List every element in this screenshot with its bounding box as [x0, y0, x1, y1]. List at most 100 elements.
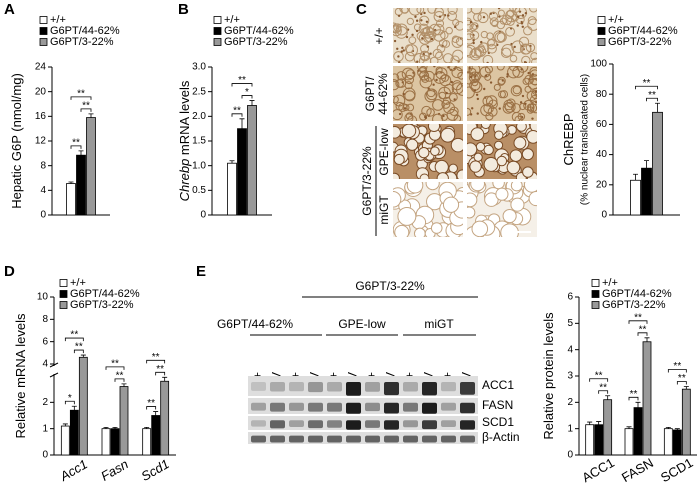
significance-label: ** — [630, 389, 638, 400]
cell — [473, 12, 482, 22]
y-axis-label-text: Relative mRNA levels — [13, 313, 28, 438]
row-label: miGT — [377, 195, 391, 225]
error-bar — [103, 426, 109, 429]
nucleus — [520, 68, 523, 71]
x-tick-label: FASN — [619, 455, 656, 485]
cell — [484, 192, 499, 207]
y-tick-label: 2 — [42, 397, 48, 408]
nucleus — [397, 14, 401, 17]
significance-bracket — [64, 400, 75, 405]
cell — [480, 30, 489, 39]
cell — [456, 169, 463, 179]
blot-strip — [248, 398, 478, 414]
nucleus — [432, 83, 435, 86]
nucleus — [402, 49, 405, 52]
cell — [441, 74, 449, 82]
bar — [641, 167, 652, 216]
nucleus — [438, 15, 442, 18]
nucleus — [435, 78, 438, 82]
nucleus — [416, 60, 419, 63]
cell — [484, 66, 494, 74]
nucleus — [445, 91, 448, 95]
blot-band — [422, 420, 437, 430]
legend-label: G6PT/44-62% — [608, 25, 678, 37]
error-bar — [683, 386, 689, 390]
nucleus — [513, 45, 516, 49]
cell — [521, 55, 531, 63]
cell — [485, 95, 498, 107]
significance-bracket — [628, 396, 639, 401]
blot-band — [346, 382, 361, 396]
cell — [419, 75, 433, 89]
nucleus — [403, 107, 407, 110]
cell — [467, 142, 478, 157]
cell — [471, 22, 479, 30]
group-label: G6PT/44-62% — [217, 317, 293, 331]
cell — [393, 109, 403, 121]
legend-swatch — [597, 38, 606, 46]
legend-swatch — [591, 290, 600, 298]
legend-label: G6PT/3-22% — [50, 36, 114, 48]
nucleus — [498, 107, 501, 110]
error-bar — [674, 428, 680, 430]
nucleus — [486, 61, 489, 63]
cell — [428, 23, 441, 36]
micrograph — [393, 182, 463, 237]
y-tick-label: 16 — [35, 111, 47, 122]
y-tick-label: 4 — [567, 344, 573, 355]
blot-band — [365, 435, 380, 443]
blot-band — [327, 435, 342, 443]
y-tick-label: 1 — [567, 423, 573, 434]
y-tick-label: 0 — [200, 210, 206, 221]
error-bar — [644, 160, 649, 169]
cell — [529, 74, 537, 86]
blot-band — [441, 402, 456, 411]
cell — [467, 33, 475, 45]
error-bar — [88, 113, 94, 118]
cell — [405, 69, 416, 80]
significance-bracket — [637, 332, 648, 336]
significance-label: ** — [116, 371, 124, 382]
cell — [405, 44, 418, 57]
cell — [467, 206, 476, 219]
bar — [652, 111, 663, 216]
blot-band — [251, 420, 266, 427]
nucleus — [401, 46, 404, 50]
cell — [397, 206, 417, 226]
bar — [247, 105, 257, 216]
x-tick-label: Scd1 — [139, 456, 172, 484]
cell — [525, 42, 536, 53]
nucleus — [426, 45, 430, 48]
legend-label: G6PT/44-62% — [224, 25, 294, 37]
bar — [60, 425, 70, 456]
y-axis-label: Chrebp mRNA levels — [177, 80, 192, 201]
legend-label: G6PT/3-22% — [602, 299, 666, 311]
bar — [237, 128, 247, 216]
y-tick-label: 0 — [42, 450, 48, 461]
error-bar — [626, 426, 632, 429]
nucleus — [469, 20, 473, 24]
nucleus — [397, 55, 400, 58]
legend-swatch — [213, 27, 222, 35]
cell — [480, 124, 491, 130]
error-bar — [78, 150, 84, 156]
blot-band — [289, 382, 304, 392]
cell — [429, 56, 439, 63]
cell — [531, 89, 537, 100]
error-bar — [587, 421, 593, 425]
error-bar — [655, 102, 660, 113]
bar — [672, 429, 682, 456]
blot-band — [327, 420, 342, 428]
blot-band — [289, 435, 304, 443]
cell — [483, 144, 494, 156]
significance-label: ** — [599, 382, 607, 393]
cell — [482, 95, 494, 107]
cell — [442, 196, 460, 213]
legend-swatch — [591, 301, 600, 309]
cell — [456, 83, 463, 96]
cell — [393, 172, 400, 179]
error-bar — [121, 383, 127, 387]
cell — [487, 43, 497, 54]
blot-strip — [248, 416, 478, 430]
nucleus — [414, 15, 417, 18]
